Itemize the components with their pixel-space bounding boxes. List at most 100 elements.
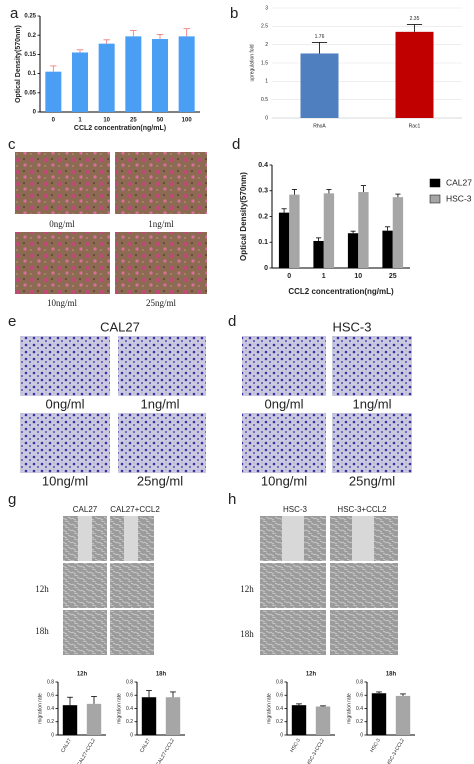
bar	[125, 36, 142, 112]
x-tick-label: HSC-3+CCL2	[385, 737, 406, 764]
y-tick-label: 0.25	[24, 14, 36, 20]
y-tick-label: 0.4	[276, 706, 283, 712]
y-tick-label: 0.8	[47, 679, 54, 685]
bar	[291, 705, 307, 735]
column-title: HSC-3	[283, 505, 308, 514]
bar	[382, 230, 393, 268]
x-tick-label: CAL27	[139, 737, 152, 753]
y-tick-label: 0	[51, 732, 54, 738]
panel-letter: c	[8, 136, 16, 153]
y-tick-label: 0.4	[47, 706, 54, 712]
micrograph	[332, 336, 412, 396]
bar	[313, 240, 324, 268]
y-tick-label: 0.2	[258, 213, 268, 220]
panel-title: CAL27	[100, 319, 140, 334]
y-tick-label: 2.5	[261, 24, 268, 30]
y-tick-label: 3	[265, 5, 268, 11]
micrograph	[242, 336, 326, 396]
image-label: 0ng/ml	[45, 396, 84, 411]
panel-d2-images: HSC-3 0ng/ml 1ng/ml 10ng/ml 25ng/ml	[242, 319, 412, 488]
panel-g-images: CAL27 CAL27+CCL2 12h 18h	[35, 505, 160, 655]
x-tick-label: 1	[78, 118, 82, 124]
bar	[72, 52, 88, 112]
panel-letter: e	[8, 313, 16, 330]
y-tick-label: 0	[264, 265, 268, 272]
image-label: 0ng/ml	[264, 396, 303, 411]
micrograph	[20, 413, 110, 473]
row-label: 12h	[240, 584, 254, 594]
image-label: 0ng/ml	[49, 219, 75, 229]
panel-letter: d	[228, 313, 236, 330]
bar	[347, 233, 359, 268]
value-label: 2.35	[410, 16, 420, 22]
column-title: CAL27	[73, 505, 98, 514]
y-tick-label: 0.4	[356, 706, 363, 712]
micrograph	[15, 232, 110, 294]
bar	[395, 695, 411, 735]
chart-title: 18h	[386, 672, 397, 678]
bar	[315, 706, 331, 735]
scratch-image	[330, 563, 398, 608]
y-axis-label: Optical Density(570nm)	[239, 172, 248, 261]
wound	[352, 516, 374, 561]
x-tick-label: CAL27+CCL2	[155, 737, 176, 764]
y-tick-label: 0.2	[47, 719, 54, 725]
x-tick-label: 50	[157, 118, 164, 124]
y-tick-label: 0.2	[276, 719, 283, 725]
image-label: 25ng/ml	[349, 473, 395, 488]
y-tick-label: 1	[265, 79, 268, 85]
image-label: 10ng/ml	[261, 473, 307, 488]
y-tick-label: 0.8	[126, 679, 133, 685]
panel-c-images: 0ng/ml 1ng/ml 10ng/ml 25ng/ml	[15, 152, 207, 308]
panel-letter: g	[8, 491, 16, 508]
x-tick-label: 0	[287, 273, 291, 280]
image-label: 1ng/ml	[140, 396, 179, 411]
x-tick-label: 0	[52, 118, 56, 124]
row-label: 18h	[240, 629, 254, 639]
y-axis-label: migration rate	[37, 693, 43, 724]
image-label: 1ng/ml	[352, 396, 391, 411]
y-tick-label: 0	[130, 732, 133, 738]
y-axis-label: migration rate	[116, 693, 122, 724]
x-tick-label: 25	[130, 118, 137, 124]
x-tick-label: Rac1	[409, 123, 421, 129]
y-tick-label: 0.6	[276, 693, 283, 699]
legend-swatch	[429, 178, 441, 188]
y-tick-label: 0.1	[28, 71, 37, 77]
micrograph	[332, 413, 412, 473]
x-tick-label: CAL27	[60, 737, 73, 753]
bar	[86, 703, 102, 735]
x-tick-label: HSC-3	[369, 737, 382, 753]
y-tick-label: 0	[280, 732, 283, 738]
x-tick-label: HSC-3+CCL2	[305, 737, 326, 764]
y-tick-label: 0	[265, 115, 268, 121]
micrograph	[15, 152, 110, 214]
bar	[98, 43, 115, 113]
panel-h-images: HSC-3 HSC-3+CCL2 12h 18h	[240, 505, 398, 655]
micrograph	[118, 413, 206, 473]
x-tick-label: CAL27+CCL2	[76, 737, 97, 764]
micrograph	[118, 336, 206, 396]
x-tick-label: 100	[182, 118, 193, 124]
y-tick-label: 0.05	[24, 90, 36, 96]
image-label: 1ng/ml	[148, 219, 174, 229]
scratch-image	[330, 610, 398, 655]
scratch-image	[63, 563, 107, 608]
row-label: 18h	[35, 626, 49, 636]
x-tick-label: 25	[389, 273, 397, 280]
bar	[45, 71, 62, 112]
y-tick-label: 0.3	[258, 188, 268, 195]
bar	[178, 36, 195, 112]
y-tick-label: 0.6	[356, 693, 363, 699]
panel-letters: a b c d e d g h	[8, 5, 240, 508]
panel-letter: d	[232, 136, 240, 153]
y-tick-label: 0	[360, 732, 363, 738]
bar	[289, 194, 300, 268]
scratch-image	[110, 610, 154, 655]
y-tick-label: 0.4	[258, 162, 268, 169]
x-axis-label: CCL2 concentration(ng/mL)	[74, 125, 166, 132]
y-tick-label: 0.4	[126, 706, 133, 712]
bar	[358, 192, 369, 268]
y-tick-label: 0.5	[261, 97, 268, 103]
